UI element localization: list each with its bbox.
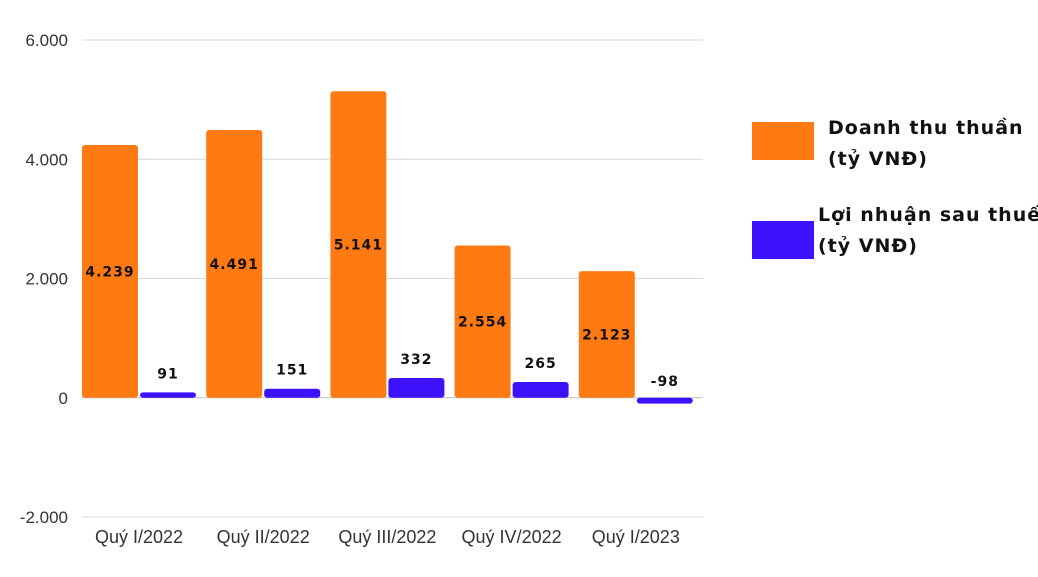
- revenue-bar: [454, 245, 511, 398]
- bars: [82, 91, 693, 404]
- y-tick-label: -2.000: [20, 508, 68, 527]
- x-axis-ticks: Quý I/2022 Quý II/2022 Quý III/2022 Quý IV/…: [95, 527, 680, 547]
- x-tick-label: Quý I/2023: [592, 527, 680, 547]
- data-label: 332: [400, 352, 432, 368]
- x-tick-label: Quý II/2022: [217, 527, 310, 547]
- data-label: 265: [524, 356, 556, 372]
- revenue-bar: [206, 129, 263, 398]
- x-tick-label: Quý IV/2022: [462, 527, 562, 547]
- revenue-bar: [578, 271, 635, 398]
- y-tick-label: 4.000: [25, 150, 68, 169]
- revenue-bar: [82, 144, 138, 398]
- legend: Doanh thu thuần (tỷ VNĐ) Lợi nhuận sau thu…: [752, 116, 1038, 259]
- profit-bar: [512, 381, 569, 398]
- data-label: 151: [276, 363, 308, 379]
- data-labels: 4.239 91 4.491 151 5.141 332 2.554 265 2.123 -98: [85, 237, 679, 390]
- data-label: -98: [651, 374, 679, 390]
- legend-swatch: [752, 221, 814, 259]
- legend-label: (tỷ VNĐ): [828, 148, 928, 170]
- data-label: 2.123: [582, 327, 631, 343]
- y-axis-ticks: -2.000 0 2.000 4.000 6.000: [20, 31, 68, 527]
- legend-label: Doanh thu thuần: [828, 116, 1024, 139]
- profit-bar: [388, 377, 445, 398]
- x-tick-label: Quý I/2022: [95, 527, 183, 547]
- profit-bar: [140, 392, 196, 398]
- y-tick-label: 2.000: [25, 270, 68, 289]
- profit-bar: [636, 397, 693, 404]
- data-label: 2.554: [458, 315, 507, 331]
- y-tick-label: 6.000: [25, 31, 68, 50]
- data-label: 4.239: [85, 264, 134, 280]
- legend-label: (tỷ VNĐ): [818, 235, 918, 257]
- legend-swatch: [752, 122, 814, 160]
- legend-label: Lợi nhuận sau thuế: [818, 203, 1038, 226]
- x-tick-label: Quý III/2022: [338, 527, 436, 547]
- profit-bar: [264, 388, 321, 398]
- data-label: 91: [157, 366, 178, 382]
- data-label: 5.141: [334, 237, 383, 253]
- data-label: 4.491: [210, 257, 259, 273]
- y-tick-label: 0: [59, 389, 68, 408]
- revenue-bar: [330, 91, 387, 398]
